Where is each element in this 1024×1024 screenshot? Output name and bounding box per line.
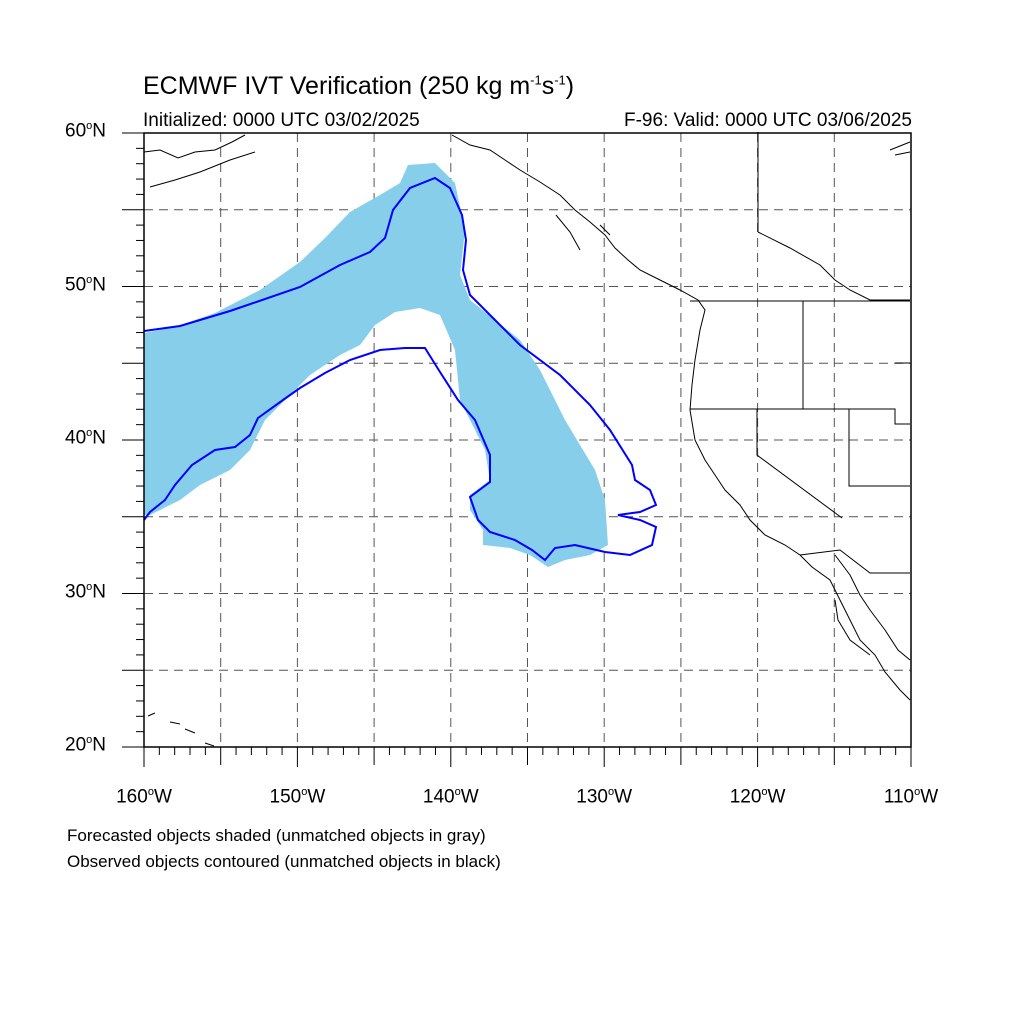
latitude-label: 40oN [65, 427, 106, 449]
longitude-label: 160oW [116, 786, 172, 808]
latitude-label: 60oN [65, 120, 106, 142]
longitude-label: 150oW [269, 786, 326, 808]
longitude-label: 110oW [883, 786, 939, 808]
axis-ticks [122, 132, 912, 767]
longitude-label: 130oW [576, 786, 633, 808]
map-title: ECMWF IVT Verification (250 kg m-1s-1) [143, 72, 575, 100]
valid-time: F-96: Valid: 0000 UTC 03/06/2025 [624, 110, 912, 131]
observed-ivt-contour [143, 176, 658, 562]
longitude-label: 120oW [729, 786, 786, 808]
latitude-label: 30oN [65, 580, 106, 602]
longitude-label: 140oW [422, 786, 479, 808]
latitude-label: 20oN [65, 734, 106, 756]
forecast-ivt-object [144, 163, 608, 567]
legend-note-observed: Observed objects contoured (unmatched ob… [67, 852, 501, 871]
initialized-time: Initialized: 0000 UTC 03/02/2025 [143, 110, 420, 131]
coastlines-and-borders [143, 132, 911, 747]
legend-note-forecast: Forecasted objects shaded (unmatched obj… [67, 826, 486, 845]
latitude-label: 50oN [65, 273, 106, 295]
